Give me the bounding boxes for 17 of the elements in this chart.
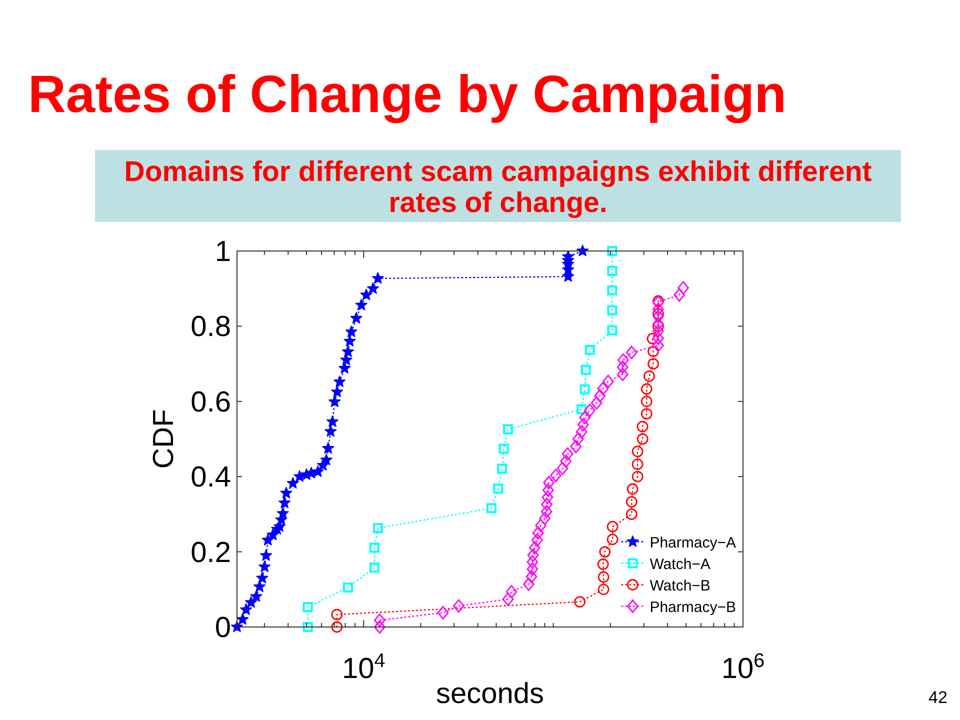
y-tick-label: 0.2: [190, 536, 231, 569]
y-tick-label: 0.4: [190, 462, 231, 494]
y-tick-label: 0.6: [190, 386, 231, 418]
chart-title: Rates of Change by Campaign: [28, 65, 786, 124]
y-tick-label: 1: [214, 236, 231, 268]
x-axis-title: seconds: [436, 678, 544, 710]
legend-label: Pharmacy−B: [650, 598, 736, 616]
y-axis-title: CDF: [148, 409, 180, 469]
y-tick-label: 0: [214, 612, 231, 644]
legend-label: Watch−B: [650, 577, 710, 594]
y-tick-label: 0.8: [190, 311, 231, 344]
x-tick-label: 10$^{6}$: [721, 650, 765, 685]
legend-label: Pharmacy−A: [650, 534, 736, 552]
chart-subtitle: Domains for different scam campaigns exhibit different rates of change.: [124, 156, 872, 219]
text: 42: [928, 688, 948, 707]
legend-label: Watch−A: [650, 556, 710, 573]
x-tick-label: 10$^{4}$: [342, 650, 386, 685]
